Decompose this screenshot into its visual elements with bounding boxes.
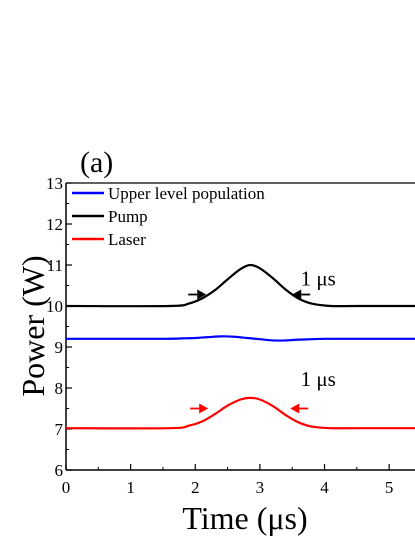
legend: Upper level population Pump Laser: [72, 184, 265, 249]
y-tick-label: 12: [46, 215, 63, 234]
y-axis-title: Power (W): [15, 255, 51, 396]
series-line-upper-level-population: [65, 335, 415, 342]
y-tick-label: 11: [47, 256, 63, 275]
legend-label: Pump: [108, 207, 148, 226]
x-tick-label: 5: [385, 478, 394, 497]
annotation-arrow-head: [292, 289, 302, 300]
series-layer: [65, 263, 415, 430]
x-tick-label: 3: [256, 478, 265, 497]
y-tick-label: 10: [46, 297, 63, 316]
legend-label: Upper level population: [108, 184, 265, 203]
y-tick-label: 8: [55, 379, 64, 398]
series-line-pump: [65, 263, 415, 308]
y-tick-label: 13: [46, 174, 63, 193]
x-tick-label: 1: [126, 478, 135, 497]
annotation-label: 1 μs: [301, 367, 336, 391]
x-tick-label: 2: [191, 478, 200, 497]
annotation-arrow-head: [197, 289, 207, 300]
annotation-arrow-head: [290, 403, 300, 414]
legend-label: Laser: [108, 230, 146, 249]
x-tick-label: 0: [62, 478, 71, 497]
x-tick-label: 4: [320, 478, 329, 497]
y-tick-label: 7: [55, 420, 64, 439]
series-line-laser: [65, 396, 415, 430]
plot-area: [65, 182, 415, 471]
annotation-arrow-head: [199, 403, 209, 414]
annotation-label: 1 μs: [301, 267, 336, 291]
annotations: 1 μs 1 μs: [188, 267, 336, 414]
y-tick-label: 6: [55, 461, 64, 480]
panel-label: (a): [80, 146, 113, 179]
y-tick-label: 9: [55, 338, 64, 357]
x-axis-title: Time (μs): [182, 500, 307, 536]
